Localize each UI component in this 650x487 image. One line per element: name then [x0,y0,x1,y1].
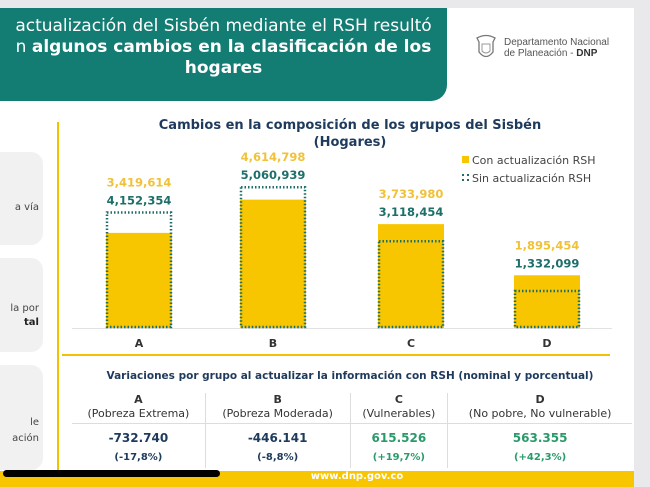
logo-line-1: Departamento Nacional [504,37,610,48]
logo-dnp: DNP [576,48,598,59]
dnp-logo: Departamento Nacional de Planeación - DNP [474,34,609,62]
nominal-value: 615.526 [349,423,448,448]
chart-title-text: Cambios en la composición de los grupos … [158,118,542,133]
card-text-bold: tal [24,317,39,328]
group-name: (Pobreza Moderada) [222,407,333,420]
bar-sin-rsh [105,211,173,329]
divider-horizontal [62,354,610,356]
table-title: Variaciones por grupo al actualizar la i… [106,370,594,382]
title-line-2: n algunos cambios en la clasificación de… [0,37,447,58]
category-label: C [407,337,415,350]
legend-swatch-dotted [462,174,469,181]
group-letter: B [273,393,282,406]
column-header: C (Vulnerables) [349,393,448,424]
legend-label: Con actualización RSH [472,154,596,167]
info-card: a vía [0,152,43,245]
info-card: la por tal [0,258,43,352]
group-name: (Vulnerables) [362,407,436,420]
group-name: (Pobreza Extrema) [87,407,190,420]
chart-legend: Con actualización RSH Sin actualización … [462,152,596,188]
group-name: (No pobre, No vulnerable) [468,407,612,420]
nominal-value: 563.355 [447,423,632,448]
group-letter: C [394,393,403,406]
legend-item: Con actualización RSH [462,152,596,170]
title-bold-2: hogares [184,58,263,78]
coat-of-arms-icon [476,34,496,58]
data-label-con-rsh: 3,419,614 [107,175,172,189]
bar-sin-rsh [377,240,445,329]
column-header: A (Pobreza Extrema) [72,393,206,424]
group-letter: A [134,393,143,406]
chart-subtitle: (Hogares) [313,135,387,150]
info-card: le ación [0,365,43,470]
title-prefix: n [15,37,32,57]
card-text: le [30,417,39,428]
horizontal-scrollbar[interactable] [3,470,220,477]
percent-value: (-8,8%) [204,447,351,468]
category-label: B [269,337,277,350]
title-line-3: hogares [0,58,447,79]
legend-swatch-solid [462,156,469,163]
data-label-sin-rsh: 4,152,354 [107,193,172,207]
card-text: la por [10,303,39,314]
percent-value: (-17,8%) [114,452,163,463]
bar-con-rsh [378,224,444,328]
nominal-value: -732.740 [108,431,169,446]
title-line-1: actualización del Sisbén mediante el RSH… [15,16,432,36]
data-label-con-rsh: 4,614,798 [241,150,306,164]
nominal-value: -446.141 [204,423,351,448]
divider-vertical [57,122,59,470]
bar-con-rsh [240,199,306,328]
data-label-sin-rsh: 5,060,939 [241,168,306,182]
data-label-sin-rsh: 3,118,454 [379,205,444,219]
footer-url: www.dnp.gov.co [310,471,404,482]
legend-label: Sin actualización RSH [472,172,592,185]
category-label: A [135,337,144,350]
data-label-con-rsh: 1,895,454 [515,238,580,252]
bar-sin-rsh [513,289,581,329]
card-text: ación [12,433,39,444]
category-label: D [542,337,551,350]
slide-title: actualización del Sisbén mediante el RSH… [0,8,447,101]
card-text: a vía [14,202,39,213]
data-label-sin-rsh: 1,332,099 [515,256,580,270]
chart-title: Cambios en la composición de los grupos … [120,117,580,151]
bar-con-rsh [106,232,172,328]
title-bold: algunos cambios en la clasificación de l… [31,37,432,57]
legend-item: Sin actualización RSH [462,170,596,188]
percent-value: (+19,7%) [349,447,448,468]
data-label-con-rsh: 3,733,980 [379,187,444,201]
logo-line-2: de Planeación - [504,48,577,59]
variation-table: A (Pobreza Extrema) B (Pobreza Moderada) C (V… [72,393,632,468]
column-header: B (Pobreza Moderada) [204,393,351,424]
column-header: D (No pobre, No vulnerable) [447,393,632,424]
group-letter: D [535,393,545,406]
bar-sin-rsh [239,185,307,329]
bar-con-rsh [514,275,580,328]
percent-value: (+42,3%) [447,447,632,468]
